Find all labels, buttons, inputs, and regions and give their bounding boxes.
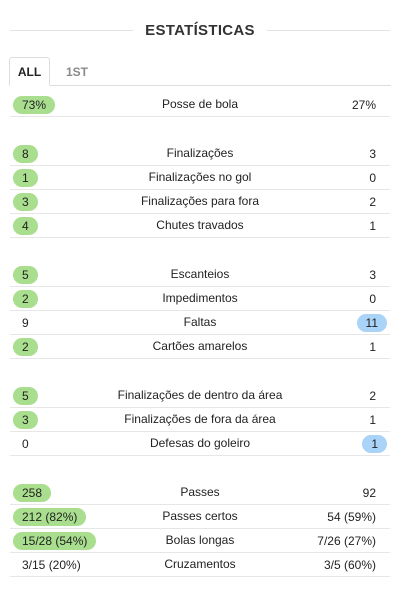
away-value: 3/5 (60%) <box>323 558 376 572</box>
away-value: 1 <box>362 435 387 453</box>
stat-label: Bolas longas <box>165 533 235 547</box>
tab-first-half[interactable]: 1ST <box>65 65 88 79</box>
stat-row-passes: 258 Passes 92 <box>10 481 390 505</box>
stat-row-finalizacoes: 8 Finalizações 3 <box>10 142 390 166</box>
away-value: 2 <box>369 389 376 403</box>
stat-row-escanteios: 5 Escanteios 3 <box>10 263 390 287</box>
away-value: 92 <box>362 486 376 500</box>
stat-row-finalizacoes-dentro-area: 5 Finalizações de dentro da área 2 <box>10 384 390 408</box>
stat-label: Escanteios <box>170 267 230 281</box>
stat-row-cartoes-amarelos: 2 Cartões amarelos 1 <box>10 335 390 359</box>
home-value: 1 <box>13 169 38 187</box>
away-value: 1 <box>369 219 376 233</box>
home-value: 3 <box>13 193 38 211</box>
stat-row-finalizacoes-fora-area: 3 Finalizações de fora da área 1 <box>10 408 390 432</box>
stat-label: Passes certos <box>162 509 238 523</box>
stat-label: Finalizações no gol <box>148 170 252 184</box>
stat-row-bolas-longas: 15/28 (54%) Bolas longas 7/26 (27%) <box>10 529 390 553</box>
home-value: 0 <box>22 437 29 451</box>
page-title: ESTATÍSTICAS <box>145 21 255 39</box>
stat-row-chutes-travados: 4 Chutes travados 1 <box>10 214 390 238</box>
home-value: 3/15 (20%) <box>22 558 81 572</box>
away-value: 7/26 (27%) <box>317 534 376 548</box>
home-value: 2 <box>13 338 38 356</box>
away-value: 1 <box>369 413 376 427</box>
stat-label: Cartões amarelos <box>152 339 248 353</box>
stat-label: Posse de bola <box>161 97 239 111</box>
stat-label: Impedimentos <box>162 291 238 305</box>
home-value: 4 <box>13 217 38 235</box>
stat-row-defesas-do-goleiro: 0 Defesas do goleiro 1 <box>10 432 390 456</box>
stat-label: Finalizações de fora da área <box>124 412 276 426</box>
home-value: 8 <box>13 145 38 163</box>
stat-row-posse-de-bola: 73% Posse de bola 27% <box>10 93 390 117</box>
section-header: ESTATÍSTICAS <box>10 18 390 42</box>
header-divider-left <box>10 29 134 31</box>
home-value: 5 <box>13 387 38 405</box>
stat-row-faltas: 9 Faltas 11 <box>10 311 390 335</box>
stat-label: Passes <box>180 485 220 499</box>
away-value: 2 <box>369 195 376 209</box>
stat-label: Faltas <box>183 315 217 329</box>
away-value: 3 <box>369 268 376 282</box>
stat-row-passes-certos: 212 (82%) Passes certos 54 (59%) <box>10 505 390 529</box>
period-tabs: ALL 1ST <box>9 57 391 86</box>
home-value: 73% <box>13 96 56 114</box>
stat-label: Finalizações <box>166 146 234 160</box>
away-value: 54 (59%) <box>327 510 376 524</box>
stat-row-impedimentos: 2 Impedimentos 0 <box>10 287 390 311</box>
header-divider-right <box>266 29 390 31</box>
tab-all[interactable]: ALL <box>9 57 50 86</box>
home-value: 2 <box>13 290 38 308</box>
stat-label: Finalizações para fora <box>140 194 260 208</box>
stat-label: Cruzamentos <box>164 557 236 571</box>
home-value: 9 <box>22 316 29 330</box>
home-value: 3 <box>13 411 38 429</box>
away-value: 11 <box>356 314 387 332</box>
away-value: 1 <box>369 340 376 354</box>
home-value: 5 <box>13 266 38 284</box>
stat-label: Finalizações de dentro da área <box>117 388 283 402</box>
stat-label: Defesas do goleiro <box>149 436 251 450</box>
stat-row-finalizacoes-no-gol: 1 Finalizações no gol 0 <box>10 166 390 190</box>
stat-row-cruzamentos: 3/15 (20%) Cruzamentos 3/5 (60%) <box>10 553 390 577</box>
away-value: 0 <box>369 292 376 306</box>
away-value: 0 <box>369 171 376 185</box>
stat-label: Chutes travados <box>156 218 244 232</box>
away-value: 27% <box>351 98 376 112</box>
stat-row-finalizacoes-para-fora: 3 Finalizações para fora 2 <box>10 190 390 214</box>
home-value: 15/28 (54%) <box>13 532 97 550</box>
home-value: 212 (82%) <box>13 508 87 526</box>
away-value: 3 <box>369 147 376 161</box>
home-value: 258 <box>13 484 52 502</box>
